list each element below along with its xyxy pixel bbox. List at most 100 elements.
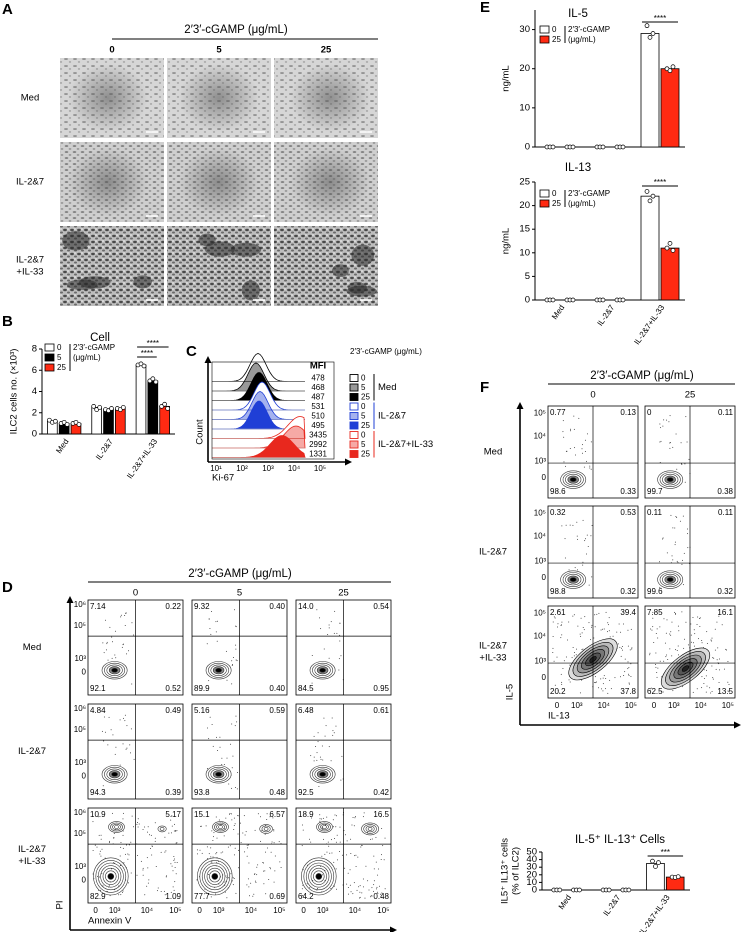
event-dot [111,641,113,643]
event-dot [621,649,623,651]
event-dot [355,866,357,868]
event-dot [676,468,678,470]
event-dot [628,667,630,669]
quadrant-value: 0.61 [373,706,389,715]
event-dot [332,730,334,732]
event-dot [336,859,338,861]
event-dot [224,881,226,883]
legend-label: 25 [361,450,370,459]
panel-label: A [2,1,13,18]
event-dot [336,815,338,817]
event-dot [154,837,156,839]
event-dot [607,692,609,694]
event-dot [125,748,127,750]
cell-cluster [241,280,260,301]
event-dot [115,746,117,748]
event-dot [349,869,351,871]
contour [214,822,227,832]
event-dot [339,841,341,843]
event-dot [230,743,232,745]
quadrant-value: 77.7 [194,892,210,901]
event-dot [617,643,619,645]
event-dot [316,887,318,889]
event-dot [109,626,111,628]
event-dot [373,884,375,886]
y-tick-label: 40 [526,854,537,865]
event-dot [212,836,214,838]
event-dot [212,745,214,747]
y-tick-label: 10³ [74,654,86,663]
event-dot [260,816,262,818]
y-tick-label: 10 [519,247,530,258]
event-dot [367,880,369,882]
replicate-point [664,245,670,251]
event-dot [333,861,335,863]
event-dot [140,860,142,862]
event-dot [127,882,129,884]
x-tick-label: 10⁵ [377,906,389,915]
row-label: +IL-33 [479,653,506,664]
event-dot [554,684,556,686]
event-dot [329,852,331,854]
contour [95,860,127,893]
event-dot [561,683,563,685]
event-dot [655,633,657,635]
legend-label: 0 [552,189,557,198]
quadrant-value: 10.9 [90,810,106,819]
event-dot [627,668,629,670]
replicate-point [653,864,658,869]
event-dot [685,621,687,623]
event-dot [569,524,571,526]
event-dot [580,635,582,637]
replicate-point [670,64,676,70]
panel-label: C [186,343,197,360]
contour [320,823,329,831]
event-dot [609,679,611,681]
event-dot [142,829,144,831]
event-dot [362,878,364,880]
event-dot [631,647,633,649]
event-dot [270,851,272,853]
replicate-point [650,193,656,199]
event-dot [338,850,340,852]
event-dot [328,746,330,748]
event-dot [665,656,667,658]
event-dot [136,823,138,825]
y-tick-label: 10³ [534,456,546,465]
column-label: 5 [216,45,222,56]
quadrant-value: 16.5 [373,810,389,819]
event-dot [98,816,100,818]
event-dot [109,895,111,897]
event-dot [330,621,332,623]
event-dot [235,626,237,628]
event-dot [569,447,571,449]
event-dot [677,645,679,647]
event-dot [100,855,102,857]
legend-swatch [539,189,550,198]
event-dot [590,468,592,470]
event-dot [164,894,166,896]
bar [646,863,665,891]
event-dot [133,634,135,636]
event-dot [331,852,333,854]
event-dot [98,876,100,878]
y-tick-label: 2 [32,407,37,418]
column-label: 5 [237,588,242,599]
event-dot [119,719,121,721]
replicate-point [647,198,653,204]
contour [110,822,123,832]
y-tick-label: 10 [526,877,537,888]
event-dot [576,648,578,650]
event-dot [375,861,377,863]
event-dot [103,716,105,718]
quadrant-value: 92.1 [90,684,106,693]
event-dot [602,683,604,685]
event-dot [609,636,611,638]
event-dot [659,660,661,662]
event-dot [155,865,157,867]
event-dot [319,818,321,820]
event-dot [666,552,668,554]
legend-label: 5 [361,412,366,421]
event-dot [684,638,686,640]
event-dot [175,873,177,875]
